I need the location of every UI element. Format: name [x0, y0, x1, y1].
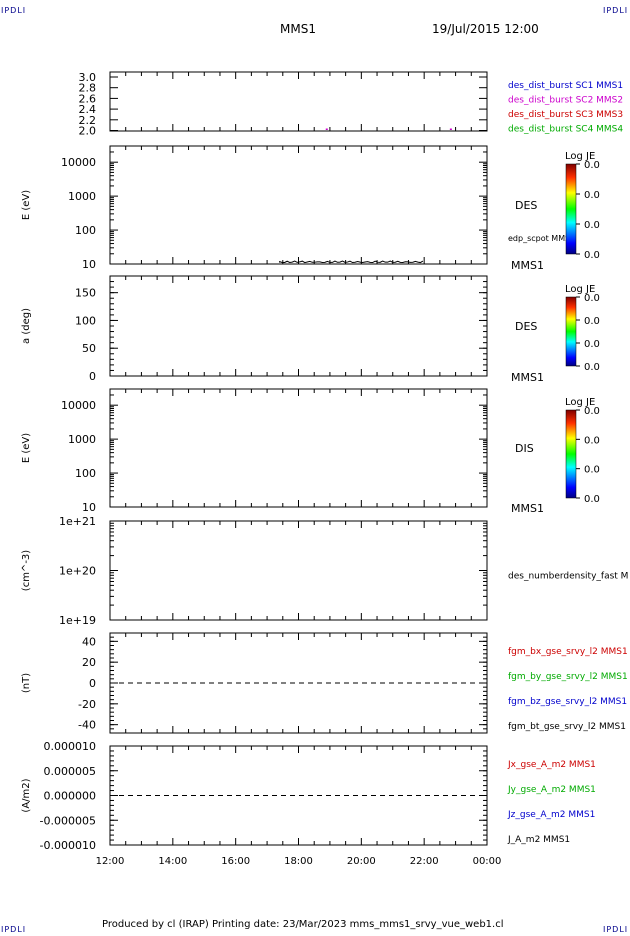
colorbar-title: Log JE	[565, 151, 595, 162]
y-axis-label: (nT)	[21, 673, 32, 693]
instrument-label: DES	[515, 199, 537, 212]
colorbar-value: 0.0	[584, 160, 600, 171]
data-point	[325, 128, 328, 130]
y-tick-label: 2.2	[79, 114, 97, 127]
scpot-trace	[279, 260, 424, 264]
y-tick-label: 50	[82, 342, 96, 355]
legend-entry: fgm_bx_gse_srvy_l2 MMS1	[508, 647, 628, 657]
legend-entry: des_dist_burst SC3 MMS3	[508, 110, 623, 120]
instrument-label: DIS	[515, 442, 534, 455]
legend-entry: des_dist_burst SC1 MMS1	[508, 81, 623, 91]
colorbar	[565, 296, 577, 367]
y-tick-label: 100	[75, 224, 96, 237]
y-tick-label: 0	[89, 370, 96, 383]
corner-label-top-right: IPDLI	[603, 6, 629, 15]
y-tick-label: 1000	[68, 190, 96, 203]
y-tick-label: 10	[82, 258, 96, 271]
y-tick-label: 0.000010	[44, 740, 97, 753]
legend-entry: des_dist_burst SC2 MMS2	[508, 96, 623, 106]
colorbar-value: 0.0	[584, 362, 600, 373]
legend-entry: fgm_bz_gse_srvy_l2 MMS1	[508, 697, 627, 707]
spacecraft-label: MMS1	[511, 502, 544, 515]
y-axis-label: (A/m2)	[21, 778, 32, 812]
spacecraft-label: MMS1	[511, 259, 544, 272]
panel-frame	[109, 520, 488, 621]
colorbar-value: 0.0	[584, 465, 600, 476]
corner-label-top-left: IPDLI	[1, 6, 27, 15]
y-tick-label: 100	[75, 467, 96, 480]
y-tick-label: -20	[78, 698, 96, 711]
y-tick-label: 3.0	[79, 71, 97, 84]
panel-frame	[109, 388, 488, 508]
colorbar-value: 0.0	[584, 494, 600, 505]
corner-label-bottom-left: IPDLI	[1, 925, 27, 934]
legend-entry: des_numberdensity_fast M	[508, 572, 628, 582]
y-tick-label: 2.4	[79, 103, 97, 116]
time-axis-label: 14:00	[158, 856, 187, 867]
legend-entry: fgm_by_gse_srvy_l2 MMS1	[508, 672, 628, 682]
y-tick-label: 0.000000	[44, 790, 97, 803]
colorbar	[565, 163, 577, 255]
y-tick-label: 2.8	[79, 82, 97, 95]
y-axis-label: a (deg)	[21, 308, 32, 344]
y-tick-label: -0.000010	[40, 839, 96, 852]
colorbar-value: 0.0	[584, 220, 600, 231]
y-axis-label: E (eV)	[21, 190, 32, 220]
legend-entry: J_A_m2 MMS1	[507, 835, 570, 845]
footer-credits: Produced by cl (IRAP) Printing date: 23/…	[102, 919, 504, 930]
colorbar	[565, 409, 577, 499]
y-tick-label: 10	[82, 501, 96, 514]
y-tick-label: 40	[82, 635, 96, 648]
y-tick-label: 1000	[68, 433, 96, 446]
colorbar-title: Log JE	[565, 397, 595, 408]
y-tick-label: -0.000005	[40, 814, 96, 827]
y-tick-label: 2.0	[79, 125, 97, 138]
panel-frame	[109, 275, 488, 377]
corner-label-bottom-right: IPDLI	[603, 925, 629, 934]
y-tick-label: 0.000005	[44, 765, 97, 778]
y-tick-label: 1e+20	[59, 565, 96, 578]
mission-title: MMS1	[280, 22, 316, 36]
colorbar-value: 0.0	[584, 190, 600, 201]
y-tick-label: 150	[75, 287, 96, 300]
time-axis-label: 22:00	[410, 856, 439, 867]
y-tick-label: 2.6	[79, 92, 97, 105]
data-point	[449, 128, 452, 130]
colorbar-value: 0.0	[584, 406, 600, 417]
datetime-title: 19/Jul/2015 12:00	[432, 22, 539, 36]
colorbar-value: 0.0	[584, 435, 600, 446]
y-tick-label: 0	[89, 677, 96, 690]
legend-entry: Jx_gse_A_m2 MMS1	[507, 760, 596, 770]
colorbar-title: Log JE	[565, 284, 595, 295]
y-axis-label: (cm^-3)	[21, 550, 32, 591]
time-axis-label: 00:00	[473, 856, 502, 867]
legend-entry: fgm_bt_gse_srvy_l2 MMS1	[508, 722, 626, 732]
y-tick-label: 10000	[61, 399, 96, 412]
y-tick-label: 20	[82, 656, 96, 669]
instrument-label: DES	[515, 320, 537, 333]
colorbar-value: 0.0	[584, 250, 600, 261]
y-tick-label: -40	[78, 719, 96, 732]
panel-frame	[109, 71, 488, 132]
legend-entry: Jy_gse_A_m2 MMS1	[507, 785, 596, 795]
y-tick-label: 1e+19	[59, 614, 96, 627]
legend-entry: des_dist_burst SC4 MMS4	[508, 125, 623, 135]
time-axis-label: 12:00	[96, 856, 125, 867]
time-axis-label: 18:00	[284, 856, 313, 867]
time-axis-label: 16:00	[221, 856, 250, 867]
y-tick-label: 10000	[61, 156, 96, 169]
y-tick-label: 1e+21	[59, 515, 96, 528]
overlay-legend: edp_scpot MMS1	[508, 234, 575, 243]
colorbar-value: 0.0	[584, 339, 600, 350]
y-axis-label: E (eV)	[21, 433, 32, 463]
colorbar-value: 0.0	[584, 316, 600, 327]
time-axis-label: 20:00	[347, 856, 376, 867]
colorbar-value: 0.0	[584, 293, 600, 304]
legend-entry: Jz_gse_A_m2 MMS1	[507, 810, 595, 820]
panel-frame	[109, 145, 488, 265]
spacecraft-label: MMS1	[511, 371, 544, 384]
y-tick-label: 100	[75, 314, 96, 327]
